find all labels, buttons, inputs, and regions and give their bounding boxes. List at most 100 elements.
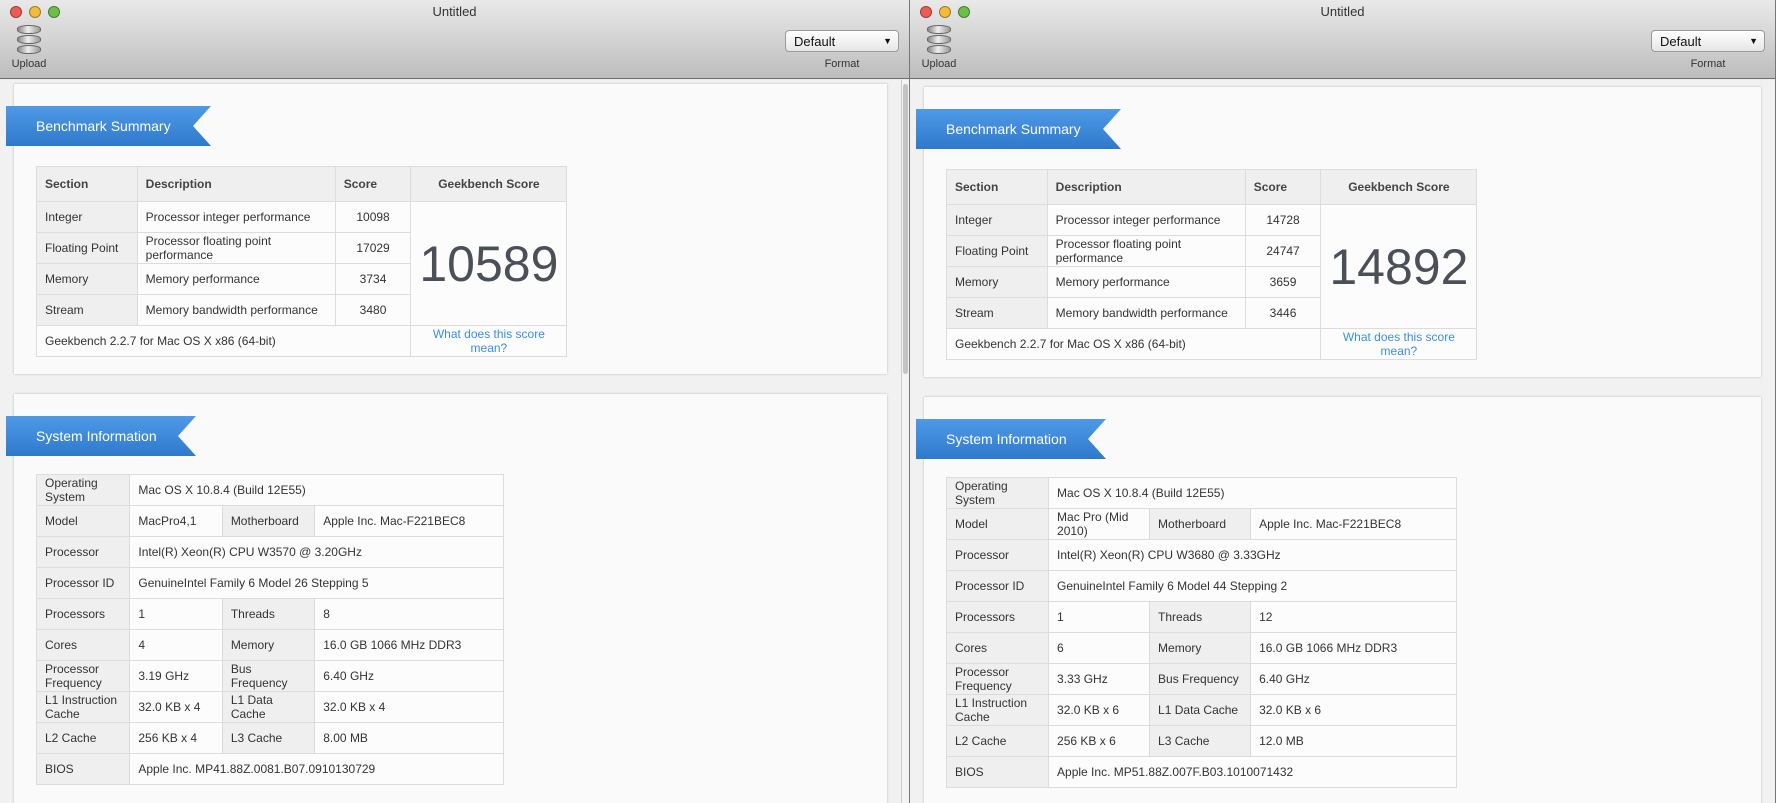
report-content: Benchmark Summary Section Description Scor… (0, 80, 901, 803)
score-cell: 17029 (334, 232, 412, 264)
section-cell: Floating Point (36, 232, 138, 264)
system-information-heading: System Information (916, 419, 1106, 459)
table-header-row: Section Description Score Geekbench Score (946, 169, 1478, 205)
field-label: Threads (221, 598, 316, 630)
column-header: Section (36, 166, 138, 202)
section-cell: Memory (946, 266, 1048, 298)
column-header: Geekbench Score (1320, 169, 1478, 205)
field-value: Intel(R) Xeon(R) CPU W3570 @ 3.20GHz (129, 536, 504, 568)
system-table: Operating System Mac OS X 10.8.4 (Build … (945, 477, 1458, 788)
field-label: Processors (945, 601, 1050, 633)
zoom-button[interactable] (48, 6, 60, 18)
field-label: BIOS (945, 756, 1050, 788)
column-header: Section (946, 169, 1048, 205)
field-label: Processor (945, 539, 1050, 571)
minimize-button[interactable] (939, 6, 951, 18)
upload-label: Upload (11, 58, 47, 70)
table-row: Floating Point Processor floating point … (36, 232, 567, 264)
benchmark-summary-heading: Benchmark Summary (916, 109, 1121, 149)
field-label: Bus Frequency (1149, 663, 1252, 695)
table-row: Floating Point Processor floating point … (946, 235, 1477, 267)
field-value: 16.0 GB 1066 MHz DDR3 (314, 629, 504, 661)
description-cell: Memory performance (136, 263, 336, 295)
field-label: Processor ID (35, 567, 131, 599)
score-cell: 24747 (1244, 235, 1322, 267)
dropdown-arrow-icon: ▼ (883, 36, 892, 46)
description-cell: Processor integer performance (136, 201, 336, 233)
window-title: Untitled (1320, 4, 1365, 19)
score-cell: 3734 (334, 263, 412, 295)
table-row: Cores 6 Memory 16.0 GB 1066 MHz DDR3 (945, 632, 1458, 664)
field-label: L3 Cache (1149, 725, 1252, 757)
field-label: L1 Instruction Cache (945, 694, 1050, 726)
field-value: Mac Pro (Mid 2010) (1048, 508, 1151, 540)
field-label: Processor Frequency (35, 660, 131, 692)
field-label: L1 Data Cache (221, 691, 316, 723)
table-row: L2 Cache 256 KB x 4 L3 Cache 8.00 MB (35, 722, 504, 754)
table-header-row: Section Description Score Geekbench Score (36, 166, 568, 202)
database-icon (17, 25, 41, 55)
field-label: Processor ID (945, 570, 1050, 602)
field-value: 256 KB x 6 (1048, 725, 1151, 757)
database-icon (927, 25, 951, 55)
table-row: Processors 1 Threads 8 (35, 598, 504, 630)
upload-button[interactable]: Upload (9, 25, 49, 70)
upload-label: Upload (921, 58, 957, 70)
column-header: Score (334, 166, 412, 202)
close-button[interactable] (920, 6, 932, 18)
field-value: 8 (314, 598, 504, 630)
column-header: Geekbench Score (410, 166, 568, 202)
report-content: Benchmark Summary Section Description Scor… (910, 80, 1775, 803)
column-header: Score (1244, 169, 1322, 205)
field-value: 32.0 KB x 4 (314, 691, 504, 723)
benchmark-summary-card: Benchmark Summary Section Description Scor… (924, 87, 1761, 377)
geekbench-score: 14892 (1320, 204, 1478, 329)
field-value: Mac OS X 10.8.4 (Build 12E55) (129, 474, 504, 506)
description-cell: Memory bandwidth performance (136, 294, 336, 326)
scrollbar-thumb[interactable] (903, 84, 908, 374)
field-label: Processors (35, 598, 131, 630)
table-row: L1 Instruction Cache 32.0 KB x 6 L1 Data … (945, 694, 1458, 726)
field-value: 256 KB x 4 (129, 722, 223, 754)
field-value: Apple Inc. Mac-F221BEC8 (314, 505, 504, 537)
geekbench-score: 10589 (410, 201, 568, 326)
score-meaning-link[interactable]: What does this score mean? (1342, 330, 1455, 358)
upload-button[interactable]: Upload (919, 25, 959, 70)
field-value: 6.40 GHz (314, 660, 504, 692)
column-header: Description (136, 166, 336, 202)
score-meaning-link[interactable]: What does this score mean? (432, 327, 545, 355)
field-label: Model (35, 505, 131, 537)
table-row: Processor Frequency 3.33 GHz Bus Frequenc… (945, 663, 1458, 695)
table-row: Cores 4 Memory 16.0 GB 1066 MHz DDR3 (35, 629, 504, 661)
format-label: Format (824, 58, 860, 70)
field-label: Memory (1149, 632, 1252, 664)
table-row: Operating System Mac OS X 10.8.4 (Build … (945, 477, 1458, 509)
benchmark-summary-card: Benchmark Summary Section Description Scor… (14, 84, 887, 374)
field-label: Memory (221, 629, 316, 661)
score-cell: 10098 (334, 201, 412, 233)
format-control: Default ▼ Format (1651, 30, 1765, 70)
close-button[interactable] (10, 6, 22, 18)
field-value: Intel(R) Xeon(R) CPU W3680 @ 3.33GHz (1048, 539, 1458, 571)
description-cell: Memory bandwidth performance (1046, 297, 1246, 329)
minimize-button[interactable] (29, 6, 41, 18)
field-value: GenuineIntel Family 6 Model 26 Stepping … (129, 567, 504, 599)
vertical-scrollbar[interactable] (901, 80, 909, 803)
window-right: Untitled Upload Default ▼ Format Benchmar… (910, 0, 1776, 803)
table-row: BIOS Apple Inc. MP41.88Z.0081.B07.091013… (35, 753, 504, 785)
field-label: Motherboard (221, 505, 316, 537)
zoom-button[interactable] (958, 6, 970, 18)
field-value: 8.00 MB (314, 722, 504, 754)
field-label: Operating System (945, 477, 1050, 509)
field-value: 12.0 MB (1250, 725, 1458, 757)
table-row: Processor Intel(R) Xeon(R) CPU W3570 @ 3… (35, 536, 504, 568)
field-label: Cores (35, 629, 131, 661)
field-label: Motherboard (1149, 508, 1252, 540)
format-select[interactable]: Default ▼ (785, 30, 899, 52)
field-label: L1 Instruction Cache (35, 691, 131, 723)
benchmark-summary-heading: Benchmark Summary (6, 106, 211, 146)
field-label: L1 Data Cache (1149, 694, 1252, 726)
format-select[interactable]: Default ▼ (1651, 30, 1765, 52)
field-label: Operating System (35, 474, 131, 506)
field-value: 32.0 KB x 6 (1048, 694, 1151, 726)
